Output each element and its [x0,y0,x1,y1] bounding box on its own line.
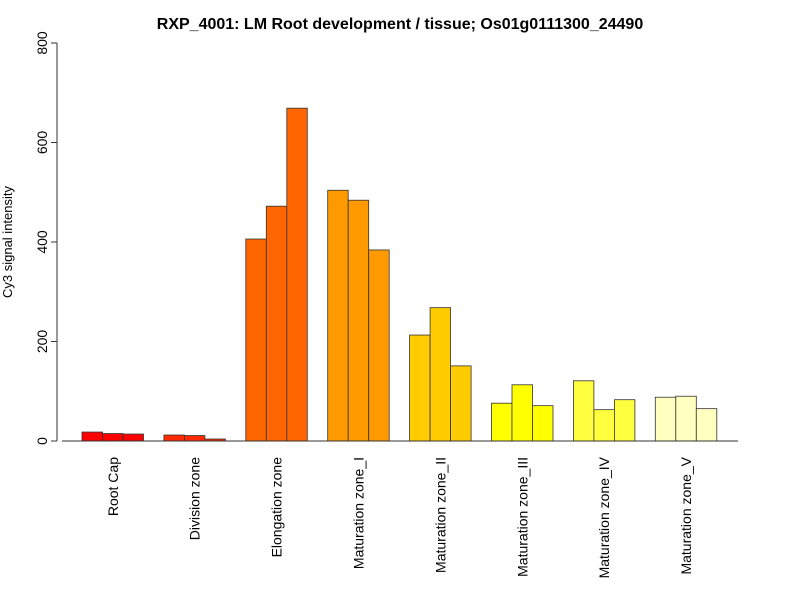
chart-title: RXP_4001: LM Root development / tissue; … [157,16,644,33]
x-tick-label: Maturation zone_II [432,457,448,573]
x-tick-label: Maturation zone_IV [596,456,612,578]
y-tick-label: 0 [34,437,50,445]
bar [368,249,390,442]
bar [450,365,472,442]
bar [245,238,267,442]
bar [614,399,636,442]
bar [593,409,615,442]
bar [122,433,144,442]
bar [265,205,288,442]
x-tick-label: Root Cap [105,457,121,516]
bar [183,435,206,442]
y-axis-title: Cy3 signal intensity [0,186,15,298]
y-axis: 0 200 400 600 800 [34,31,58,445]
x-tick-label: Maturation zone_V [678,456,694,574]
bar [654,396,677,442]
bar [429,307,452,442]
bar [163,434,185,442]
y-tick-label: 600 [34,131,50,155]
y-tick-label: 800 [34,31,50,55]
category-labels: Root Cap Division zone Elongation zone Matu… [105,456,694,578]
x-tick-label: Maturation zone_I [350,457,366,569]
bar [286,107,308,442]
x-tick-label: Elongation zone [269,457,285,558]
bar [695,408,718,442]
bar [491,402,513,442]
bar [675,395,697,442]
bar [511,384,533,442]
bars [81,107,718,442]
y-tick-label: 200 [34,330,50,354]
bar [102,433,124,442]
bar [409,334,431,442]
x-tick-label: Maturation zone_III [514,457,530,577]
bar [347,199,370,442]
x-tick-label: Division zone [187,457,203,540]
y-tick-label: 400 [34,230,50,254]
bar [573,380,595,442]
bar [81,431,103,442]
bar [327,189,349,442]
bar [532,405,554,442]
